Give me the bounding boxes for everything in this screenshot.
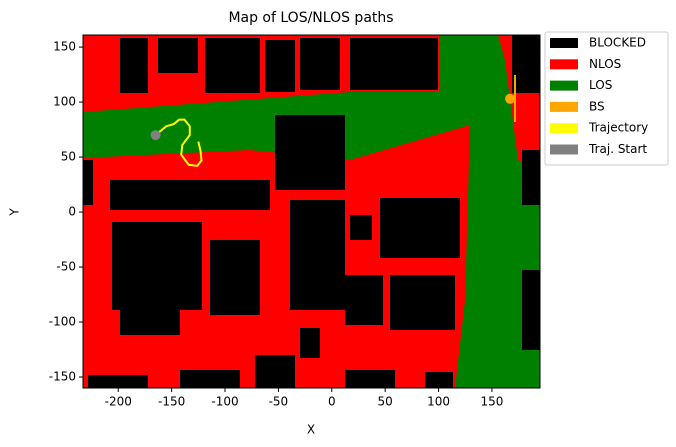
legend-label: Trajectory [588,121,648,135]
chart-title: Map of LOS/NLOS paths [228,10,393,26]
y-tick-label: -150 [49,370,76,384]
y-tick-label: 50 [61,150,76,164]
x-tick-label: -150 [158,395,185,409]
y-tick-label: -100 [49,315,76,329]
legend-swatch [550,123,578,134]
legend-label: LOS [589,78,612,92]
point-marker [150,130,161,141]
x-axis-label: X [307,423,315,437]
point-marker [505,93,516,104]
legend-swatch [550,144,578,155]
legend-swatch [550,59,578,70]
x-tick-label: 150 [480,395,503,409]
legend-label: BS [589,99,605,113]
x-tick-label: 0 [328,395,336,409]
y-tick-label: 100 [53,95,76,109]
legend-label: BLOCKED [589,36,646,50]
y-tick-label: 0 [68,205,76,219]
x-tick-label: -200 [105,395,132,409]
y-axis-label: Y [8,208,22,217]
x-tick-label: 100 [427,395,450,409]
plot-frame [82,34,541,389]
trajectory-line [154,118,203,167]
y-tick-label: -50 [56,260,76,274]
x-tick-label: -100 [211,395,238,409]
x-tick-label: 50 [378,395,393,409]
legend-label: NLOS [589,57,621,71]
map-background [83,35,540,388]
blocked-region [83,35,540,388]
legend-swatch [550,38,578,48]
y-tick-label: 150 [53,40,76,54]
legend-swatch [550,101,578,112]
los-region [83,35,540,388]
x-tick-label: -50 [269,395,289,409]
legend-label: Traj. Start [588,142,647,156]
legend-swatch [550,80,578,91]
